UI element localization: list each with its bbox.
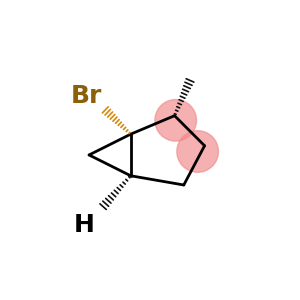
Text: H: H xyxy=(74,213,95,237)
Circle shape xyxy=(177,131,218,172)
Circle shape xyxy=(155,100,196,141)
Text: Br: Br xyxy=(71,84,102,108)
